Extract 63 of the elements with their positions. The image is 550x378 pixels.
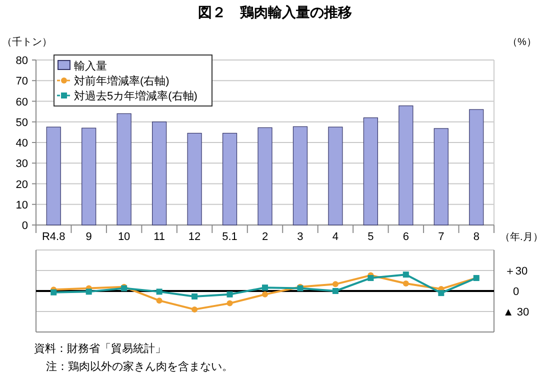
point bbox=[262, 291, 268, 298]
point bbox=[226, 300, 233, 306]
x-tick-label: 5.1 bbox=[222, 231, 238, 243]
y-tick-label: 50 bbox=[16, 116, 28, 129]
bar bbox=[116, 113, 132, 226]
x-tick-label: 11 bbox=[154, 231, 166, 243]
x-tick-label: 6 bbox=[402, 231, 409, 243]
y-tick-label: 10 bbox=[16, 199, 28, 212]
y-tick-label: 20 bbox=[16, 178, 28, 191]
bar bbox=[82, 128, 96, 226]
y-tick-label: 80 bbox=[16, 55, 28, 67]
bar bbox=[328, 126, 343, 226]
x-tick-label: 10 bbox=[118, 231, 130, 243]
x-tick-label: 8 bbox=[473, 231, 480, 243]
y-tick-label: 0 bbox=[512, 286, 520, 298]
legend-label: 対前年増減率(右軸) bbox=[74, 74, 170, 88]
y-tick-label: 40 bbox=[16, 138, 28, 150]
bar bbox=[363, 117, 378, 226]
legend-label: 対過去5カ年増減率(右軸) bbox=[74, 90, 198, 102]
x-tick-label: 12 bbox=[188, 231, 201, 243]
x-tick-label: 3 bbox=[297, 231, 304, 243]
point bbox=[226, 291, 233, 298]
bar bbox=[222, 132, 238, 226]
bar bbox=[398, 105, 414, 226]
point bbox=[86, 288, 92, 295]
point bbox=[262, 284, 268, 291]
y-tick-label: ▲ 30 bbox=[502, 306, 530, 318]
point bbox=[332, 281, 338, 288]
point bbox=[332, 288, 338, 294]
y-tick-label: ＋30 bbox=[504, 266, 528, 278]
bar bbox=[292, 126, 308, 226]
x-tick-label: 5 bbox=[368, 231, 374, 243]
x-tick-label: 2 bbox=[262, 231, 268, 243]
x-tick-label: 4 bbox=[332, 231, 339, 243]
point bbox=[156, 298, 162, 304]
x-tick-label: 7 bbox=[438, 231, 444, 243]
bar bbox=[258, 127, 272, 226]
y-tick-label: 60 bbox=[16, 96, 28, 108]
y-tick-label: 30 bbox=[16, 158, 28, 170]
point bbox=[438, 290, 444, 296]
legend-label: 輸入量 bbox=[74, 60, 107, 72]
chart-title: 図２ 鶏肉輸入量の推移 bbox=[198, 4, 352, 20]
point bbox=[192, 306, 198, 312]
text: 注：鶏肉以外の家きん肉を含まない。 bbox=[46, 360, 233, 373]
x-tick-label: 9 bbox=[86, 231, 92, 243]
bar bbox=[46, 126, 61, 226]
point bbox=[402, 280, 409, 286]
point bbox=[50, 289, 57, 296]
y-tick-label: 70 bbox=[16, 76, 28, 88]
point bbox=[192, 293, 198, 300]
bar bbox=[152, 122, 167, 226]
point bbox=[402, 272, 409, 278]
point bbox=[368, 275, 374, 282]
text: 資料：財務省「貿易統計」 bbox=[34, 342, 166, 355]
point bbox=[156, 288, 162, 295]
text: （%） bbox=[508, 37, 536, 48]
x-tick-label: R4.8 bbox=[42, 231, 66, 243]
bar bbox=[434, 128, 448, 226]
bar bbox=[187, 132, 202, 226]
bar bbox=[469, 109, 484, 226]
y-axis-title: （千トン） bbox=[2, 36, 52, 48]
y-tick-label: 0 bbox=[22, 220, 28, 232]
x-axis-title: （年.月） bbox=[500, 231, 543, 243]
